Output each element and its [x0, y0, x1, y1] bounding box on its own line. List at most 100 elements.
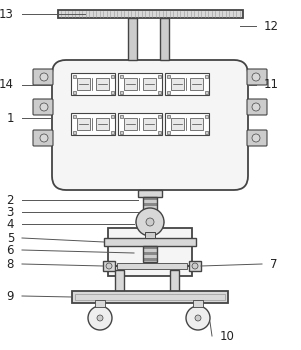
Bar — [205, 75, 208, 78]
Bar — [165, 73, 209, 95]
Circle shape — [106, 263, 112, 269]
Text: 9: 9 — [7, 289, 14, 302]
Text: 6: 6 — [7, 244, 14, 257]
Bar — [58, 10, 243, 18]
Bar — [103, 261, 115, 271]
Bar — [71, 113, 115, 135]
Circle shape — [40, 134, 48, 142]
Bar — [128, 18, 137, 60]
Bar — [111, 115, 114, 118]
Bar — [96, 78, 109, 90]
Bar — [190, 118, 203, 130]
Text: 12: 12 — [264, 20, 279, 33]
Text: 2: 2 — [7, 194, 14, 206]
Circle shape — [40, 73, 48, 81]
Bar — [120, 115, 123, 118]
Bar — [145, 232, 155, 238]
Bar — [104, 238, 196, 246]
Circle shape — [186, 306, 210, 330]
Bar — [115, 270, 124, 292]
Bar — [71, 73, 115, 95]
Bar — [118, 73, 162, 95]
Bar — [143, 252, 157, 255]
Text: 4: 4 — [7, 217, 14, 231]
FancyBboxPatch shape — [33, 130, 53, 146]
Bar — [120, 131, 123, 134]
Bar — [171, 118, 184, 130]
Text: 5: 5 — [7, 231, 14, 245]
Bar — [143, 206, 157, 209]
Bar — [138, 190, 162, 197]
FancyBboxPatch shape — [247, 69, 267, 85]
Circle shape — [252, 73, 260, 81]
Circle shape — [195, 315, 201, 321]
Bar — [165, 113, 209, 135]
Bar — [117, 263, 187, 269]
Bar — [73, 91, 76, 94]
Bar — [75, 294, 225, 300]
Circle shape — [136, 208, 164, 236]
Bar — [73, 115, 76, 118]
Bar — [158, 75, 161, 78]
Circle shape — [252, 103, 260, 111]
Text: 11: 11 — [264, 78, 279, 91]
Bar — [143, 258, 157, 261]
Bar — [143, 255, 157, 258]
Circle shape — [146, 218, 154, 226]
Bar — [77, 118, 90, 130]
Bar — [77, 78, 90, 90]
Bar — [143, 78, 156, 90]
Bar — [143, 197, 157, 215]
Bar — [124, 118, 137, 130]
Bar — [167, 75, 170, 78]
Bar — [108, 228, 192, 276]
FancyBboxPatch shape — [33, 69, 53, 85]
Bar — [95, 300, 105, 307]
Bar — [96, 118, 109, 130]
Bar — [189, 261, 201, 271]
Bar — [143, 200, 157, 203]
Circle shape — [97, 315, 103, 321]
Bar — [143, 246, 157, 262]
Text: 13: 13 — [0, 7, 14, 21]
Bar — [143, 212, 157, 215]
Bar — [111, 75, 114, 78]
Bar — [124, 78, 137, 90]
Text: 8: 8 — [7, 258, 14, 271]
Bar — [160, 18, 169, 60]
Bar — [143, 246, 157, 249]
Circle shape — [192, 263, 198, 269]
Bar — [205, 91, 208, 94]
Bar — [193, 300, 203, 307]
Bar — [73, 75, 76, 78]
Bar — [143, 261, 157, 264]
Bar — [158, 131, 161, 134]
Bar — [158, 115, 161, 118]
Bar — [171, 78, 184, 90]
FancyBboxPatch shape — [52, 60, 248, 190]
Bar — [143, 209, 157, 212]
Text: 10: 10 — [220, 329, 235, 343]
Text: 14: 14 — [0, 78, 14, 91]
FancyBboxPatch shape — [247, 99, 267, 115]
Text: 3: 3 — [7, 205, 14, 218]
Bar — [111, 91, 114, 94]
Bar — [143, 197, 157, 200]
Bar — [111, 131, 114, 134]
Bar — [118, 113, 162, 135]
Circle shape — [252, 134, 260, 142]
Bar — [205, 131, 208, 134]
FancyBboxPatch shape — [247, 130, 267, 146]
Bar — [170, 270, 179, 292]
Bar — [120, 91, 123, 94]
FancyBboxPatch shape — [33, 99, 53, 115]
Polygon shape — [136, 222, 164, 234]
Bar — [143, 203, 157, 206]
Bar — [143, 249, 157, 252]
Bar — [158, 91, 161, 94]
Bar — [167, 91, 170, 94]
Bar — [205, 115, 208, 118]
Bar — [72, 291, 228, 303]
Bar — [190, 78, 203, 90]
Text: 1: 1 — [7, 112, 14, 125]
